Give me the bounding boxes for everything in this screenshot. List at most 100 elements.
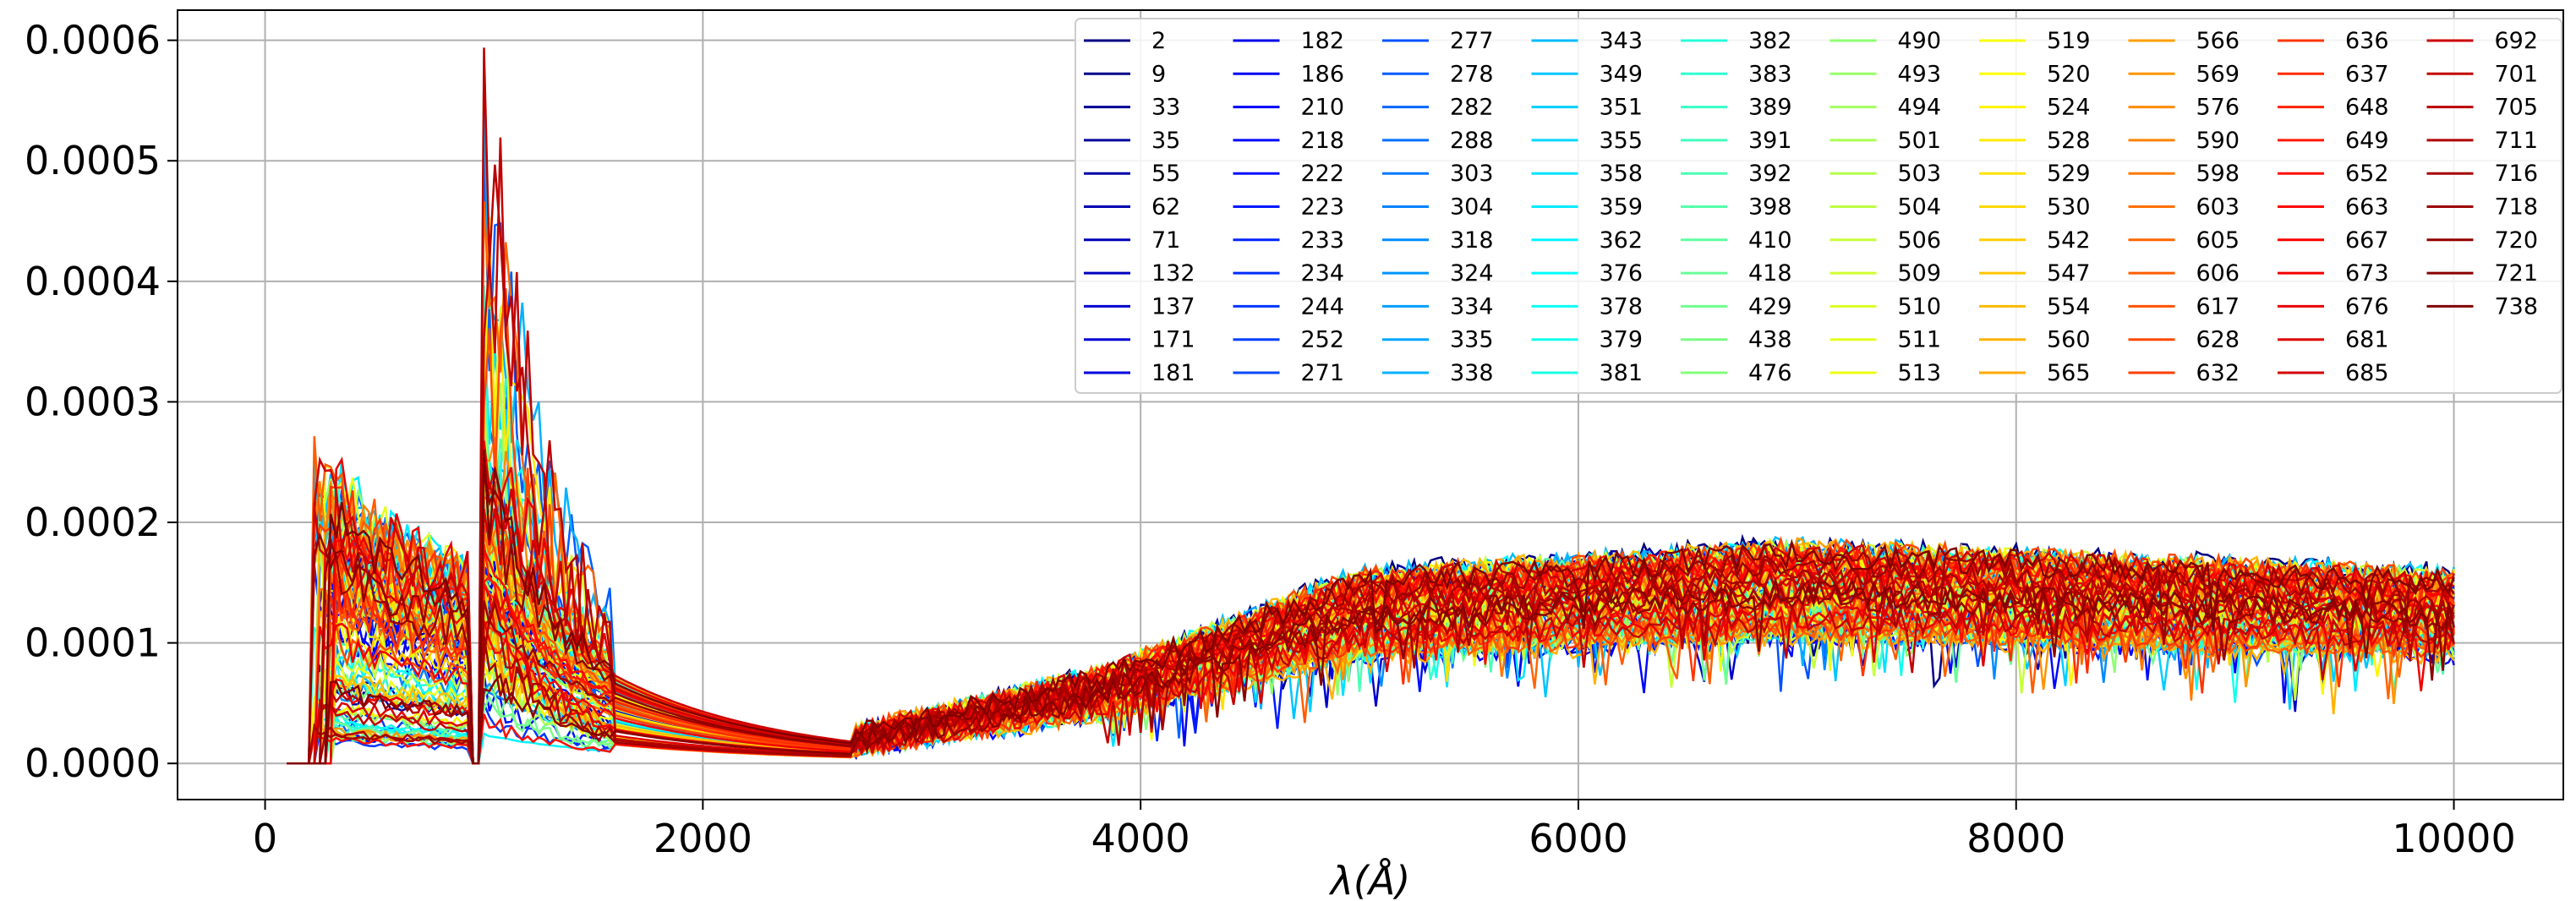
legend-label: 628 (2196, 327, 2240, 353)
y-tick-label: 0.0000 (25, 740, 161, 786)
legend-label: 278 (1450, 61, 1494, 87)
legend-label: 606 (2196, 260, 2240, 287)
legend-label: 438 (1748, 327, 1792, 353)
legend-label: 605 (2196, 227, 2240, 254)
legend-label: 218 (1301, 128, 1345, 154)
legend-label: 223 (1301, 194, 1345, 221)
series-line (287, 558, 2455, 765)
legend-label: 381 (1600, 360, 1643, 386)
legend-label: 652 (2345, 161, 2389, 187)
legend-label: 590 (2196, 128, 2240, 154)
legend-label: 335 (1450, 327, 1494, 353)
x-tick-label: 0 (253, 816, 277, 861)
legend-label: 649 (2345, 128, 2389, 154)
legend-label: 379 (1600, 327, 1643, 353)
legend-label: 382 (1748, 28, 1792, 54)
legend-label: 277 (1450, 28, 1494, 54)
legend-label: 359 (1600, 194, 1643, 221)
legend-label: 358 (1600, 161, 1643, 187)
legend-label: 676 (2345, 293, 2389, 319)
legend-label: 560 (2047, 327, 2091, 353)
legend-label: 349 (1600, 61, 1643, 87)
legend-label: 667 (2345, 227, 2389, 254)
legend-label: 171 (1151, 327, 1195, 353)
legend-label: 681 (2345, 327, 2389, 353)
legend-label: 490 (1898, 28, 1942, 54)
x-tick-label: 4000 (1091, 816, 1190, 861)
y-tick-label: 0.0004 (25, 259, 161, 304)
legend-label: 685 (2345, 360, 2389, 386)
legend-label: 509 (1898, 260, 1942, 287)
legend-label: 378 (1600, 293, 1643, 319)
legend-label: 648 (2345, 95, 2389, 121)
legend-label: 701 (2495, 61, 2539, 87)
legend-label: 181 (1151, 360, 1195, 386)
legend-label: 55 (1151, 161, 1180, 187)
series-lines (287, 47, 2455, 765)
legend-label: 210 (1301, 95, 1345, 121)
legend-label: 233 (1301, 227, 1345, 254)
legend-label: 318 (1450, 227, 1494, 254)
legend-label: 663 (2345, 194, 2389, 221)
legend-label: 398 (1748, 194, 1792, 221)
legend-label: 389 (1748, 95, 1792, 121)
series-line (287, 575, 2455, 765)
legend-label: 554 (2047, 293, 2091, 319)
y-tick-label: 0.0005 (25, 138, 161, 183)
x-tick-label: 6000 (1529, 816, 1627, 861)
legend-label: 738 (2495, 293, 2539, 319)
legend-label: 62 (1151, 194, 1180, 221)
legend-label: 711 (2495, 128, 2539, 154)
legend-label: 566 (2196, 28, 2240, 54)
legend-label: 351 (1600, 95, 1643, 121)
y-tick-label: 0.0003 (25, 379, 161, 424)
y-tick-label: 0.0002 (25, 500, 161, 545)
legend-label: 598 (2196, 161, 2240, 187)
legend-label: 720 (2495, 227, 2539, 254)
legend-label: 673 (2345, 260, 2389, 287)
x-axis: 0 2000 4000 6000 8000 10000 (253, 800, 2516, 861)
legend-label: 376 (1600, 260, 1643, 287)
legend-label: 334 (1450, 293, 1494, 319)
legend-label: 716 (2495, 161, 2539, 187)
legend-label: 603 (2196, 194, 2240, 221)
legend-label: 503 (1898, 161, 1942, 187)
legend-label: 476 (1748, 360, 1792, 386)
legend-label: 565 (2047, 360, 2091, 386)
x-tick-label: 2000 (654, 816, 752, 861)
legend-label: 324 (1450, 260, 1494, 287)
legend-label: 271 (1301, 360, 1345, 386)
legend-label: 410 (1748, 227, 1792, 254)
legend-label: 576 (2196, 95, 2240, 121)
series-line (287, 465, 2455, 765)
legend-label: 282 (1450, 95, 1494, 121)
legend-label: 33 (1151, 95, 1180, 121)
legend-label: 186 (1301, 61, 1345, 87)
legend-label: 617 (2196, 293, 2240, 319)
series-line (287, 476, 2455, 765)
series-line (287, 582, 2455, 765)
legend-label: 355 (1600, 128, 1643, 154)
legend-label: 547 (2047, 260, 2091, 287)
legend-label: 362 (1600, 227, 1643, 254)
legend-label: 504 (1898, 194, 1942, 221)
legend-label: 252 (1301, 327, 1345, 353)
legend-label: 530 (2047, 194, 2091, 221)
y-axis: 0.0000 0.0001 0.0002 0.0003 0.0004 0.0005 0.00… (25, 18, 178, 786)
series-line (287, 449, 2455, 765)
legend-label: 511 (1898, 327, 1942, 353)
legend-label: 343 (1600, 28, 1643, 54)
legend-label: 528 (2047, 128, 2091, 154)
x-tick-label: 8000 (1966, 816, 2065, 861)
series-line (287, 576, 2455, 765)
legend-label: 234 (1301, 260, 1345, 287)
legend-label: 35 (1151, 128, 1180, 154)
legend-label: 288 (1450, 128, 1494, 154)
legend-label: 418 (1748, 260, 1792, 287)
legend-label: 513 (1898, 360, 1942, 386)
x-axis-label: λ(Å) (1328, 858, 1411, 901)
legend-label: 705 (2495, 95, 2539, 121)
legend-label: 9 (1151, 61, 1166, 87)
legend-label: 383 (1748, 61, 1792, 87)
